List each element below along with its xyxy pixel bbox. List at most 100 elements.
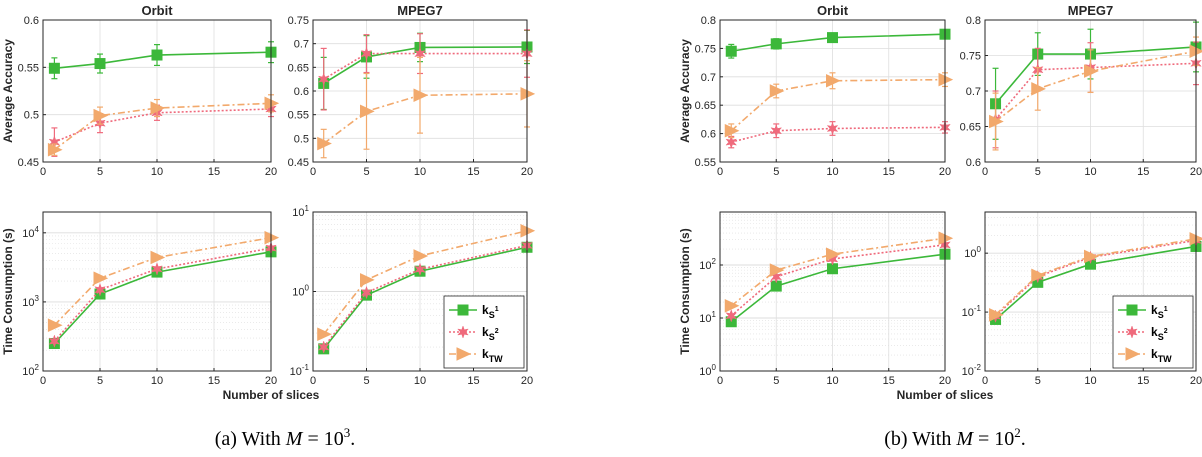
marker-triangle-ktw-1 bbox=[93, 108, 109, 123]
x-tick-label: 20 bbox=[939, 166, 951, 178]
marker-triangle-ktw-2 bbox=[150, 250, 166, 265]
series-line-ktw bbox=[323, 230, 528, 335]
marker-star-ks2-1 bbox=[360, 285, 373, 300]
y-axis-label: Time Consumption (s) bbox=[678, 228, 692, 354]
x-tick-label: 20 bbox=[265, 166, 277, 178]
y-tick-label: 0.6 bbox=[966, 157, 981, 169]
x-tick-label: 15 bbox=[1137, 166, 1149, 178]
marker-triangle-ktw-0 bbox=[724, 299, 740, 313]
series-line-ks2 bbox=[54, 108, 272, 143]
x-tick-label: 0 bbox=[717, 166, 723, 178]
y-tick-label: 0.55 bbox=[18, 62, 39, 74]
series-line-ks1 bbox=[323, 246, 528, 350]
y-tick-label: 0.7 bbox=[294, 39, 309, 51]
y-tick-label: 10-2 bbox=[962, 363, 982, 378]
x-tick-label: 5 bbox=[1035, 375, 1041, 387]
marker-star-ks2-1 bbox=[360, 46, 373, 61]
x-tick-label: 0 bbox=[982, 375, 988, 387]
y-tick-label: 10-1 bbox=[962, 304, 982, 319]
x-tick-label: 5 bbox=[773, 375, 779, 387]
y-tick-label: 102 bbox=[22, 363, 39, 378]
caption-b: (b) With M = 102. bbox=[884, 425, 1026, 450]
x-tick-label: 20 bbox=[939, 375, 951, 387]
marker-star-ks2-2 bbox=[826, 121, 839, 136]
series-line-ks1 bbox=[731, 33, 946, 53]
marker-square-ks1-0 bbox=[725, 45, 737, 57]
x-tick-label: 10 bbox=[414, 375, 426, 387]
chart-panel-b-1: 0 5 10 15 20 0.55 0.6 0.65 0.7 0.75 0.8 Orbit Averag… bbox=[678, 3, 954, 178]
chart-panel-b-2: 0 5 10 15 20 0.6 0.65 0.7 0.75 0.8 MPEG7 bbox=[960, 3, 1202, 178]
marker-triangle-ktw-2 bbox=[826, 247, 841, 261]
marker-star-ks2-0 bbox=[48, 334, 61, 348]
y-axis-label: Average Accuracy bbox=[1, 39, 15, 143]
chart-panel-a-3: 0 5 10 15 20 102 103 104 Time Consumption (s) Num… bbox=[1, 211, 320, 402]
x-tick-label: 10 bbox=[151, 375, 163, 387]
y-tick-label: 0.5 bbox=[294, 133, 309, 145]
marker-triangle-legend-ktw bbox=[1125, 347, 1141, 361]
y-tick-label: 0.5 bbox=[24, 110, 39, 122]
x-tick-label: 5 bbox=[97, 375, 103, 387]
marker-square-legend-ks1 bbox=[457, 304, 469, 316]
x-tick-label: 0 bbox=[310, 375, 316, 387]
y-tick-label: 102 bbox=[699, 257, 716, 272]
marker-star-legend-ks2 bbox=[1126, 325, 1138, 339]
series-line-ktw bbox=[730, 78, 946, 132]
chart-panel-a-4: 0 5 10 15 20 10-1 100 101 kS1 kS2 kTW bbox=[290, 204, 536, 387]
marker-star-ks2-0 bbox=[725, 309, 738, 323]
chart-panel-a-1: 0 5 10 15 20 0.45 0.5 0.55 0.6 Orbit Average Accur… bbox=[1, 3, 280, 178]
x-tick-label: 0 bbox=[40, 166, 46, 178]
x-tick-label: 20 bbox=[521, 375, 533, 387]
x-tick-label: 0 bbox=[982, 166, 988, 178]
x-axis-label: Number of slices bbox=[223, 388, 320, 402]
x-tick-label: 10 bbox=[1084, 375, 1096, 387]
marker-triangle-ktw-0 bbox=[989, 114, 1004, 129]
y-tick-label: 0.6 bbox=[294, 86, 309, 98]
marker-square-ks1-0 bbox=[48, 62, 60, 74]
panel-title: Orbit bbox=[817, 3, 849, 18]
series-line-ktw bbox=[995, 50, 1197, 123]
y-tick-label: 0.75 bbox=[960, 51, 981, 63]
marker-triangle-ktw-2 bbox=[826, 73, 841, 88]
series-line-ktw bbox=[995, 238, 1197, 316]
x-tick-label: 5 bbox=[363, 166, 369, 178]
marker-square-ks1-2 bbox=[151, 49, 163, 61]
marker-star-ks2-0 bbox=[317, 72, 330, 86]
x-tick-label: 10 bbox=[414, 166, 426, 178]
y-tick-label: 104 bbox=[22, 225, 39, 240]
series-line-ks1 bbox=[995, 245, 1197, 321]
y-tick-label: 103 bbox=[22, 294, 39, 309]
x-tick-label: 10 bbox=[826, 166, 838, 178]
series-line-ks1 bbox=[54, 51, 272, 70]
y-tick-label: 0.55 bbox=[288, 110, 309, 122]
panel-title: MPEG7 bbox=[397, 3, 443, 18]
legend: kS1 kS2 kTW bbox=[1112, 295, 1194, 369]
series-line-ks1 bbox=[994, 46, 1197, 105]
chart-panel-b-4: 0 5 10 15 20 10-2 10-1 100 kS1 kS2 kTW bbox=[962, 211, 1202, 387]
x-tick-label: 15 bbox=[1137, 375, 1149, 387]
caption-a: (a) With M = 103. bbox=[215, 425, 355, 450]
x-tick-label: 20 bbox=[1190, 166, 1202, 178]
series-ktw bbox=[989, 36, 1202, 151]
marker-star-ks2-0 bbox=[725, 135, 738, 149]
marker-square-ks1-1 bbox=[770, 38, 782, 50]
series-line-ktw bbox=[730, 237, 946, 307]
y-tick-label: 10-1 bbox=[290, 363, 310, 378]
series-line-ks2 bbox=[995, 239, 1197, 317]
marker-triangle-ktw-0 bbox=[47, 318, 63, 332]
marker-triangle-ktw-2 bbox=[150, 101, 166, 115]
x-tick-label: 20 bbox=[1190, 375, 1202, 387]
legend-label-ks1: kS1 bbox=[482, 303, 499, 320]
x-tick-label: 10 bbox=[151, 166, 163, 178]
marker-triangle-ktw-1 bbox=[1031, 268, 1046, 283]
marker-star-ks2-1 bbox=[94, 282, 106, 297]
x-tick-label: 15 bbox=[208, 166, 220, 178]
y-tick-label: 0.45 bbox=[18, 157, 39, 169]
x-tick-label: 20 bbox=[265, 375, 277, 387]
y-tick-label: 0.75 bbox=[288, 15, 309, 27]
x-tick-label: 15 bbox=[208, 375, 220, 387]
series-line-ks2 bbox=[994, 62, 1197, 120]
y-tick-label: 0.65 bbox=[695, 100, 716, 112]
y-tick-label: 100 bbox=[292, 284, 309, 299]
marker-star-ks2-1 bbox=[770, 123, 783, 138]
marker-triangle-ktw-0 bbox=[989, 308, 1004, 322]
